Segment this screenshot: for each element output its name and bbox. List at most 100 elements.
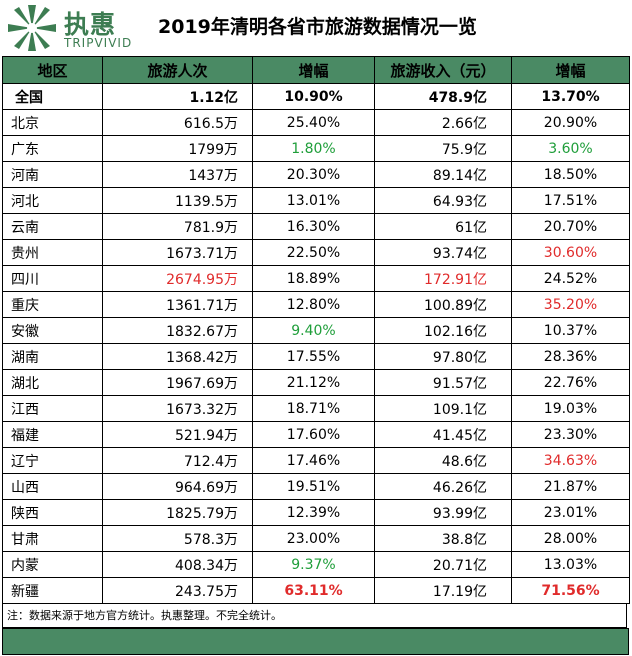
cell-revenue: 100.89亿 [374,291,512,318]
header-revenue: 旅游收入（元） [374,56,512,84]
cell-revenue: 46.26亿 [374,473,512,500]
cell-visitors-growth: 23.00% [252,525,375,552]
cell-region: 江西 [2,395,103,422]
cell-revenue-growth: 20.90% [511,109,630,136]
cell-visitors: 408.34万 [102,551,253,578]
cell-revenue-growth: 13.03% [511,551,630,578]
cell-revenue-growth: 35.20% [511,291,630,318]
cell-revenue: 93.74亿 [374,239,512,266]
table-row: 安徽 1832.67万 9.40% 102.16亿 10.37% [2,317,630,344]
header-revenue-growth: 增幅 [511,56,630,84]
table-row: 山西 964.69万 19.51% 46.26亿 21.87% [2,473,630,500]
table-row: 新疆 243.75万 63.11% 17.19亿 71.56% [2,577,630,604]
cell-visitors: 2674.95万 [102,265,253,292]
cell-visitors-growth: 12.39% [252,499,375,526]
cell-region: 重庆 [2,291,103,318]
cell-region: 新疆 [2,577,103,604]
cell-visitors-growth: 21.12% [252,369,375,396]
cell-visitors: 1368.42万 [102,343,253,370]
cell-revenue: 48.6亿 [374,447,512,474]
cell-region: 安徽 [2,317,103,344]
cell-revenue: 478.9亿 [374,83,512,110]
brand-logo: 执惠 TRIPVIVID [6,3,156,53]
cell-visitors: 1799万 [102,135,253,162]
table-row: 河南 1437万 20.30% 89.14亿 18.50% [2,161,630,188]
cell-region: 湖南 [2,343,103,370]
cell-revenue-growth: 24.52% [511,265,630,292]
cell-revenue-growth: 28.36% [511,343,630,370]
cell-visitors-growth: 9.40% [252,317,375,344]
cell-revenue: 20.71亿 [374,551,512,578]
cell-revenue-growth: 3.60% [511,135,630,162]
footer-bar [2,628,629,655]
cell-region: 河北 [2,187,103,214]
table-row: 云南 781.9万 16.30% 61亿 20.70% [2,213,630,240]
cell-visitors: 1825.79万 [102,499,253,526]
cell-revenue: 97.80亿 [374,343,512,370]
cell-revenue-growth: 17.51% [511,187,630,214]
cell-visitors-growth: 20.30% [252,161,375,188]
cell-visitors: 1.12亿 [102,83,253,110]
cell-visitors: 1673.71万 [102,239,253,266]
tourism-data-table: 地区 旅游人次 增幅 旅游收入（元） 增幅 全国 1.12亿 10.90% 478.9… [2,56,630,604]
cell-region: 福建 [2,421,103,448]
cell-revenue-growth: 20.70% [511,213,630,240]
cell-revenue: 64.93亿 [374,187,512,214]
table-row: 甘肃 578.3万 23.00% 38.8亿 28.00% [2,525,630,552]
cell-revenue-growth: 23.01% [511,499,630,526]
cell-visitors-growth: 1.80% [252,135,375,162]
brand-name-cn: 执惠 [64,10,117,39]
table-row: 辽宁 712.4万 17.46% 48.6亿 34.63% [2,447,630,474]
cell-visitors-growth: 12.80% [252,291,375,318]
cell-visitors: 243.75万 [102,577,253,604]
cell-visitors: 1139.5万 [102,187,253,214]
cell-revenue: 75.9亿 [374,135,512,162]
cell-region: 山西 [2,473,103,500]
table-row: 内蒙 408.34万 9.37% 20.71亿 13.03% [2,551,630,578]
header-visitors-growth: 增幅 [252,56,375,84]
table-row: 江西 1673.32万 18.71% 109.1亿 19.03% [2,395,630,422]
table-header-row: 地区 旅游人次 增幅 旅游收入（元） 增幅 [2,56,630,84]
footnote: 注：数据来源于地方官方统计。执惠整理。不完全统计。 [2,604,627,628]
cell-visitors-growth: 17.55% [252,343,375,370]
header: 执惠 TRIPVIVID 2019年清明各省市旅游数据情况一览 [0,0,632,55]
cell-revenue-growth: 34.63% [511,447,630,474]
cell-visitors-growth: 18.71% [252,395,375,422]
table-row: 湖南 1368.42万 17.55% 97.80亿 28.36% [2,343,630,370]
cell-visitors-growth: 13.01% [252,187,375,214]
cell-revenue: 172.91亿 [374,265,512,292]
cell-revenue-growth: 21.87% [511,473,630,500]
cell-region: 陕西 [2,499,103,526]
cell-revenue-growth: 10.37% [511,317,630,344]
cell-visitors-growth: 18.89% [252,265,375,292]
cell-revenue-growth: 18.50% [511,161,630,188]
cell-region: 内蒙 [2,551,103,578]
cell-visitors: 1361.71万 [102,291,253,318]
header-visitors: 旅游人次 [102,56,253,84]
cell-region: 湖北 [2,369,103,396]
cell-visitors-growth: 17.60% [252,421,375,448]
cell-visitors-growth: 22.50% [252,239,375,266]
cell-visitors-growth: 16.30% [252,213,375,240]
table-row-total: 全国 1.12亿 10.90% 478.9亿 13.70% [2,83,630,110]
cell-visitors: 781.9万 [102,213,253,240]
star-burst-icon [8,5,56,51]
cell-region: 甘肃 [2,525,103,552]
cell-visitors: 1437万 [102,161,253,188]
cell-revenue: 61亿 [374,213,512,240]
table-row: 北京 616.5万 25.40% 2.66亿 20.90% [2,109,630,136]
table-row: 广东 1799万 1.80% 75.9亿 3.60% [2,135,630,162]
cell-revenue-growth: 28.00% [511,525,630,552]
cell-region: 辽宁 [2,447,103,474]
cell-visitors: 1673.32万 [102,395,253,422]
cell-revenue: 102.16亿 [374,317,512,344]
cell-visitors: 1967.69万 [102,369,253,396]
table-row: 贵州 1673.71万 22.50% 93.74亿 30.60% [2,239,630,266]
cell-visitors: 964.69万 [102,473,253,500]
cell-visitors-growth: 17.46% [252,447,375,474]
header-region: 地区 [2,56,103,84]
cell-revenue: 38.8亿 [374,525,512,552]
cell-visitors: 1832.67万 [102,317,253,344]
table-body: 全国 1.12亿 10.90% 478.9亿 13.70% 北京 616.5万 25.40% 2… [2,83,630,604]
cell-region: 广东 [2,135,103,162]
